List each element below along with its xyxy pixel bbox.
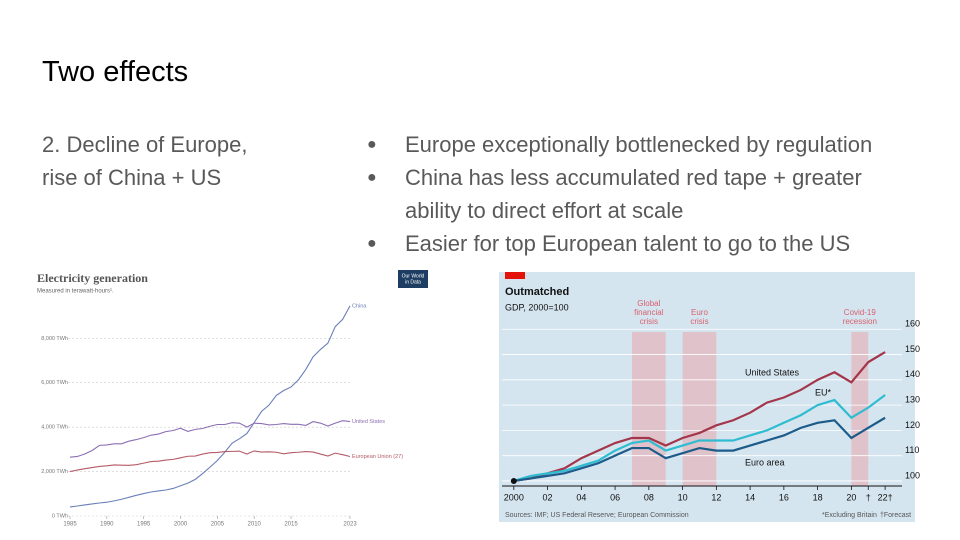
left-text: 2. Decline of Europe, rise of China + US xyxy=(42,132,248,190)
region-label: crisis xyxy=(690,317,708,326)
series-line xyxy=(69,420,351,458)
x-tick-label: 1995 xyxy=(137,522,151,528)
x-tick-label: 2000 xyxy=(174,522,188,528)
region-label: Global xyxy=(637,299,660,308)
region-label: Covid-19 xyxy=(844,308,877,317)
series-line xyxy=(69,450,351,473)
x-tick-label: 02 xyxy=(543,492,553,502)
series-label: EU* xyxy=(815,387,832,397)
series-line xyxy=(513,394,886,482)
x-tick-label: 1990 xyxy=(100,522,114,528)
x-tick-label: 18 xyxy=(813,492,823,502)
slide-title: Two effects xyxy=(42,56,189,88)
x-tick-label: 22† xyxy=(878,492,893,502)
y-tick-label: 0 TWh xyxy=(52,513,68,519)
chart-title: Outmatched xyxy=(505,286,569,298)
region-label: Euro xyxy=(691,308,708,317)
x-tick-label: 04 xyxy=(576,492,586,502)
x-tick-label: 1985 xyxy=(63,522,77,528)
note: †Forecast xyxy=(880,512,911,519)
y-tick-label: 4,000 TWh xyxy=(41,425,68,431)
y-tick-label: 6,000 TWh xyxy=(41,380,68,386)
x-tick-label: 20 xyxy=(846,492,856,502)
x-tick-label: 2005 xyxy=(211,522,225,528)
region-label: financial xyxy=(634,308,664,317)
y-tick-label: 150 xyxy=(905,344,920,354)
start-point xyxy=(510,477,517,484)
x-tick-label: 2010 xyxy=(248,522,262,528)
x-tick-label: 14 xyxy=(745,492,755,502)
x-tick-label: † xyxy=(866,492,871,502)
x-tick-label: 08 xyxy=(644,492,654,502)
y-tick-label: 8,000 TWh xyxy=(41,336,68,342)
y-tick-label: 2,000 TWh xyxy=(41,469,68,475)
series-line xyxy=(513,351,886,483)
x-tick-label: 12 xyxy=(711,492,721,502)
y-tick-label: 160 xyxy=(905,319,920,329)
x-tick-label: 10 xyxy=(678,492,688,502)
bullet: Easier for top European talent to go to … xyxy=(367,227,920,260)
shaded-region xyxy=(682,332,717,486)
logo-box xyxy=(398,270,428,288)
series-line xyxy=(513,416,886,483)
x-tick-label: 16 xyxy=(779,492,789,502)
series-label: Euro area xyxy=(745,457,785,467)
chart-subtitle: GDP, 2000=100 xyxy=(505,302,569,312)
chart-title: Electricity generation xyxy=(37,271,148,285)
region-label: crisis xyxy=(640,317,658,326)
shaded-region xyxy=(631,332,666,486)
tag xyxy=(505,272,525,279)
x-tick-label: 06 xyxy=(610,492,620,502)
chart-subtitle: Measured in terawatt-hours¹. xyxy=(37,289,114,295)
logo-text: Our World xyxy=(402,273,425,279)
y-tick-label: 130 xyxy=(905,394,920,404)
bullet: China has less accumulated red tape + gr… xyxy=(367,161,920,227)
shaded-region xyxy=(851,332,869,486)
y-tick-label: 100 xyxy=(905,470,920,480)
series-line xyxy=(69,305,351,508)
x-tick-label: 2023 xyxy=(343,522,357,528)
y-tick-label: 110 xyxy=(905,445,919,455)
source: Sources: IMF; US Federal Reserve; Europe… xyxy=(505,512,689,519)
bullets: Europe exceptionally bottlenecked by reg… xyxy=(367,128,920,260)
series-label: China xyxy=(352,303,367,309)
x-tick-label: 2015 xyxy=(284,522,298,528)
bullet: Europe exceptionally bottlenecked by reg… xyxy=(367,128,920,161)
note: *Excluding Britain xyxy=(822,512,877,519)
x-tick-label: 2000 xyxy=(504,492,524,502)
y-tick-label: 120 xyxy=(905,420,920,430)
logo-text: in Data xyxy=(405,279,421,285)
series-label: United States xyxy=(352,419,385,425)
region-label: recession xyxy=(843,317,877,326)
series-label: European Union (27) xyxy=(352,454,403,460)
series-label: United States xyxy=(745,367,800,377)
y-tick-label: 140 xyxy=(905,369,920,379)
